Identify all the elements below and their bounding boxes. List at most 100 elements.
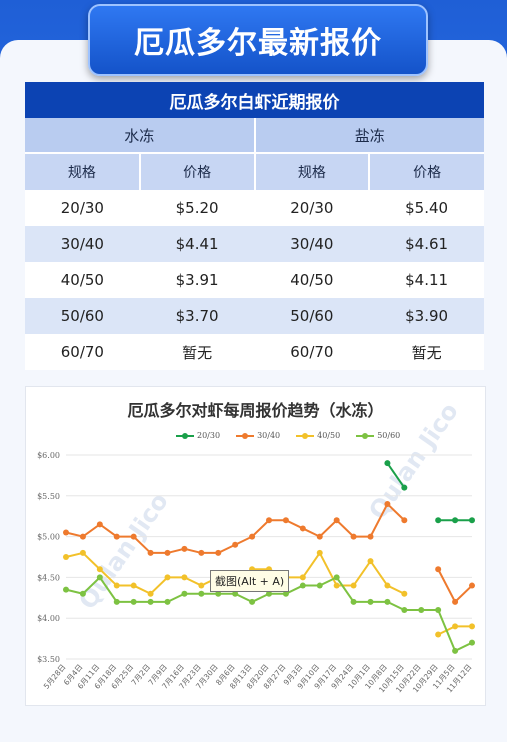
data-point	[333, 582, 340, 589]
series-line	[437, 568, 473, 604]
data-point	[367, 533, 374, 540]
table-cell: 暂无	[369, 334, 484, 370]
data-point	[63, 586, 69, 593]
data-point	[418, 607, 425, 614]
data-point	[113, 598, 120, 605]
x-tick-label: 5月28日	[42, 663, 68, 691]
data-point	[350, 598, 357, 605]
data-point	[181, 590, 188, 597]
data-point	[316, 533, 323, 540]
legend-label: 20/30	[197, 431, 221, 440]
table-cell: $5.40	[369, 190, 484, 226]
data-point	[198, 582, 205, 589]
data-point	[452, 517, 459, 524]
data-point	[452, 647, 459, 654]
data-point	[63, 554, 69, 560]
data-point	[435, 566, 442, 573]
data-point	[113, 582, 120, 589]
data-point	[249, 533, 256, 540]
data-point	[316, 549, 323, 556]
data-point	[333, 574, 340, 581]
data-point	[79, 533, 86, 540]
data-point	[469, 623, 475, 630]
table-row: 50/60 $3.70 50/60 $3.90	[25, 298, 484, 334]
data-point	[350, 533, 357, 540]
table-cell: 暂无	[139, 334, 255, 370]
data-point	[316, 582, 323, 589]
data-point	[147, 590, 154, 597]
table-title: 厄瓜多尔白虾近期报价	[25, 82, 484, 118]
column-header-row: 规格 价格 规格 价格	[25, 152, 484, 190]
data-point	[401, 484, 408, 491]
data-point	[79, 549, 86, 556]
data-point	[96, 521, 103, 528]
column-header: 规格	[25, 152, 140, 190]
data-point	[401, 517, 408, 524]
data-point	[164, 574, 171, 581]
table-cell: 50/60	[254, 298, 370, 334]
legend-label: 30/40	[257, 431, 281, 440]
legend-swatch	[176, 432, 194, 439]
data-point	[299, 525, 306, 532]
data-point	[232, 541, 239, 548]
data-point	[452, 623, 459, 630]
data-point	[266, 590, 272, 597]
data-point	[367, 598, 374, 605]
data-point	[282, 590, 289, 597]
data-point	[384, 460, 391, 467]
data-point	[249, 598, 256, 605]
table-cell: $3.90	[369, 298, 484, 334]
data-point	[266, 517, 272, 524]
data-point	[164, 549, 171, 556]
legend-item: 40/50	[296, 431, 340, 440]
data-point	[96, 574, 103, 581]
data-point	[215, 590, 222, 597]
table-row: 40/50 $3.91 40/50 $4.11	[25, 262, 484, 298]
data-point	[147, 598, 154, 605]
data-point	[198, 590, 205, 597]
data-point	[401, 590, 408, 597]
data-point	[130, 598, 137, 605]
table-cell: 20/30	[254, 190, 370, 226]
table-cell: 30/40	[25, 226, 140, 262]
y-tick-label: $4.00	[37, 614, 60, 623]
y-tick-label: $5.50	[37, 492, 60, 501]
data-point	[113, 533, 120, 540]
table-row: 30/40 $4.41 30/40 $4.61	[25, 226, 484, 262]
legend-item: 20/30	[176, 431, 220, 440]
table-cell: 40/50	[25, 262, 140, 298]
table-cell: $4.61	[369, 226, 484, 262]
series-line	[386, 462, 406, 489]
data-point	[181, 574, 188, 581]
table-cell: $3.70	[139, 298, 255, 334]
data-point	[333, 517, 340, 524]
chart-plot: $3.50$4.00$4.50$5.00$5.50$6.005月28日6月4日6…	[37, 451, 475, 694]
legend-label: 50/60	[377, 431, 401, 440]
data-point	[232, 590, 239, 597]
trend-chart: 厄瓜多尔对虾每周报价趋势（水冻） 20/30 30/40 40/50 50/60…	[25, 386, 486, 706]
table-cell: 20/30	[25, 190, 140, 226]
chart-legend: 20/30 30/40 40/50 50/60	[176, 431, 400, 440]
table-cell: $4.11	[369, 262, 484, 298]
data-point	[384, 598, 391, 605]
table-cell: 60/70	[25, 334, 140, 370]
data-point	[469, 517, 475, 524]
data-point	[469, 582, 475, 589]
data-point	[367, 558, 374, 565]
screenshot-tooltip: 截图(Alt + A)	[210, 570, 290, 592]
chart-title: 厄瓜多尔对虾每周报价趋势（水冻）	[127, 401, 384, 420]
data-point	[435, 607, 442, 614]
data-point	[401, 607, 408, 614]
data-point	[147, 549, 154, 556]
data-point	[63, 529, 69, 536]
data-point	[452, 598, 459, 605]
table-cell: 50/60	[25, 298, 140, 334]
table-cell: 30/40	[254, 226, 370, 262]
data-point	[79, 590, 86, 597]
table-cell: $3.91	[139, 262, 255, 298]
data-point	[282, 517, 289, 524]
table-cell: 60/70	[254, 334, 370, 370]
table-cell: $5.20	[139, 190, 255, 226]
legend-label: 40/50	[317, 431, 341, 440]
data-point	[130, 582, 137, 589]
